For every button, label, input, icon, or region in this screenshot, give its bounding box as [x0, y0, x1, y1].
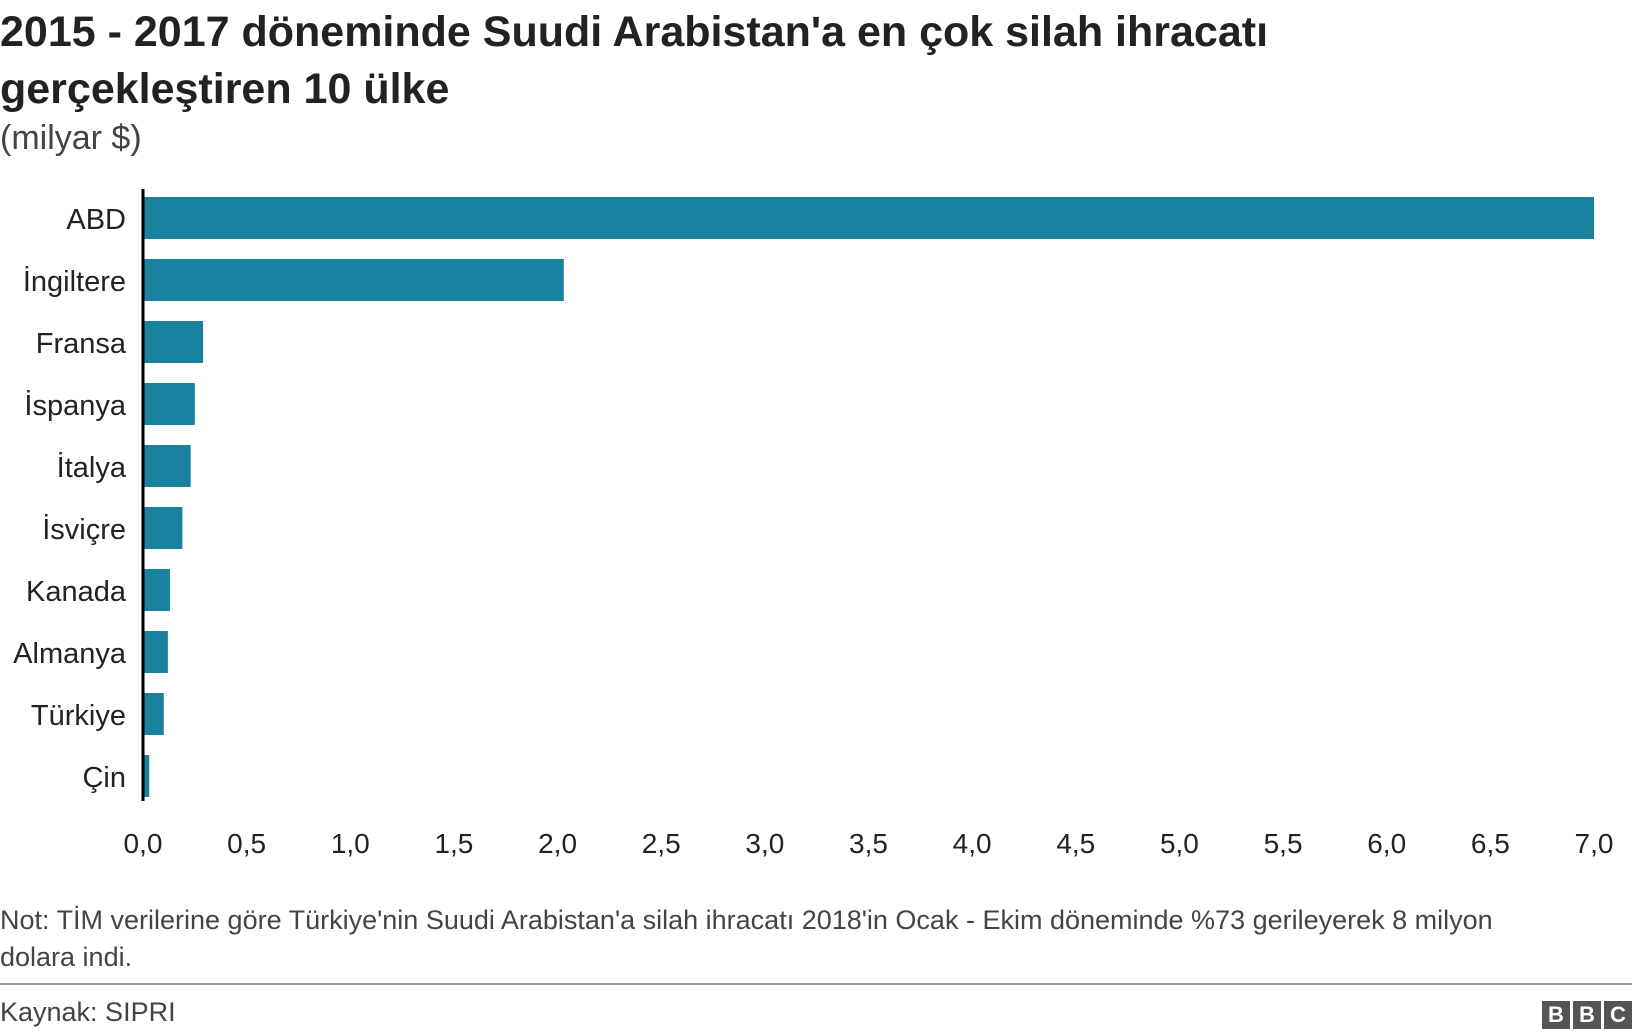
x-tick-label: 3,0 — [745, 828, 784, 859]
bar — [143, 507, 183, 549]
category-label: ABD — [66, 204, 126, 236]
x-tick-label: 4,0 — [953, 828, 992, 859]
category-label: İspanya — [24, 389, 126, 422]
bar — [143, 693, 164, 735]
footer-divider — [0, 983, 1632, 985]
bar — [143, 259, 564, 301]
bar — [143, 197, 1594, 239]
category-label: Çin — [82, 762, 126, 794]
bbc-logo: B B C — [1542, 1001, 1632, 1029]
x-tick-label: 1,0 — [331, 828, 370, 859]
x-tick-label: 6,5 — [1471, 828, 1510, 859]
category-label: İngiltere — [23, 265, 126, 298]
x-tick-label: 2,5 — [642, 828, 681, 859]
chart-title: 2015 - 2017 döneminde Suudi Arabistan'a … — [0, 8, 1269, 113]
bar-chart: ABD İngiltere Fransa İspanya İtalya İsviçre Ka… — [13, 189, 1614, 859]
logo-letter: B — [1573, 1001, 1601, 1029]
x-tick-label: 5,5 — [1264, 828, 1303, 859]
x-tick-label: 0,0 — [124, 828, 163, 859]
category-label: Almanya — [13, 638, 127, 670]
x-tick-label: 5,0 — [1160, 828, 1199, 859]
chart-subtitle: (milyar $) — [0, 119, 142, 157]
x-tick-label: 7,0 — [1575, 828, 1614, 859]
source-label: Kaynak: SIPRI — [0, 997, 176, 1027]
bar — [143, 321, 204, 363]
category-label: İtalya — [57, 451, 127, 484]
category-label: Fransa — [36, 328, 127, 360]
logo-letter: B — [1542, 1001, 1570, 1029]
x-tick-label: 4,5 — [1056, 828, 1095, 859]
x-tick-label: 2,0 — [538, 828, 577, 859]
x-tick-label: 0,5 — [227, 828, 266, 859]
category-label: Kanada — [26, 576, 127, 608]
bar — [143, 755, 150, 797]
bar — [143, 569, 170, 611]
logo-letter: C — [1604, 1001, 1632, 1029]
bar — [143, 445, 191, 487]
bar — [143, 383, 195, 425]
category-label: İsviçre — [42, 513, 126, 546]
x-tick-label: 6,0 — [1367, 828, 1406, 859]
x-tick-label: 1,5 — [434, 828, 473, 859]
bar — [143, 631, 168, 673]
chart-note: Not: TİM verilerine göre Türkiye'nin Suu… — [0, 905, 1493, 972]
category-label: Türkiye — [31, 700, 126, 732]
x-tick-label: 3,5 — [849, 828, 888, 859]
